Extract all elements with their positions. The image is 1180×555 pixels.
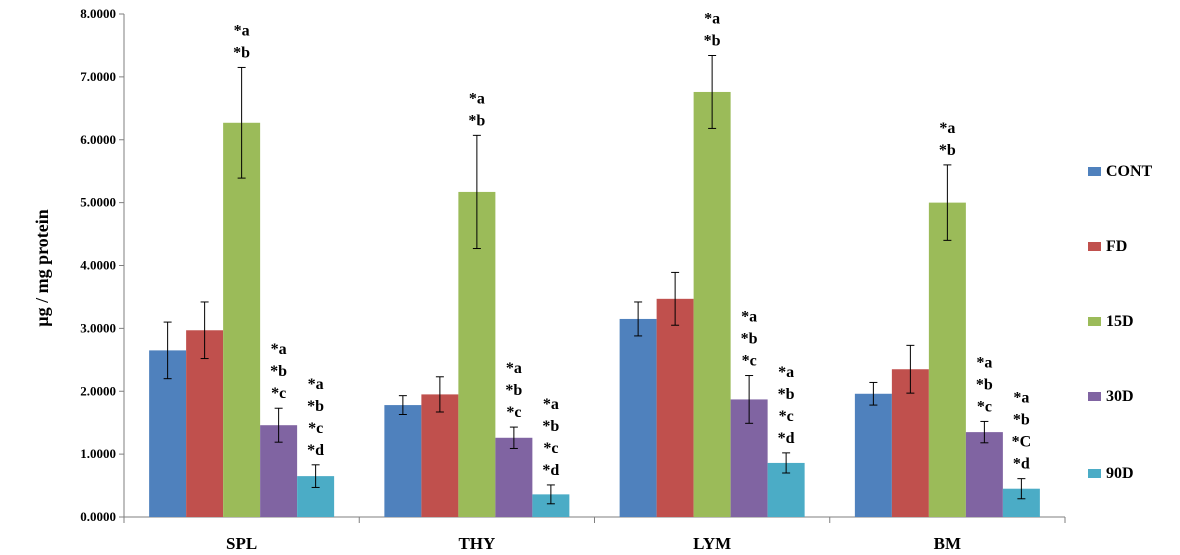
bar <box>186 330 224 517</box>
x-category-label: BM <box>934 534 961 553</box>
y-tick-label: 0.0000 <box>80 509 116 524</box>
x-category-label: LYM <box>693 534 731 553</box>
significance-label: *b <box>778 386 795 403</box>
significance-label: *a <box>778 364 794 381</box>
bar <box>532 494 570 517</box>
significance-label: *b <box>741 331 758 348</box>
y-tick-label: 4.0000 <box>80 258 116 273</box>
bar <box>619 318 657 517</box>
legend-swatch <box>1088 317 1101 326</box>
bar <box>223 122 261 518</box>
significance-label: *b <box>468 112 485 129</box>
legend-label: CONT <box>1106 163 1153 180</box>
significance-label: *c <box>742 353 757 370</box>
significance-label: *b <box>307 398 324 415</box>
legend-label: 15D <box>1106 313 1134 330</box>
legend-swatch <box>1088 469 1101 478</box>
bar <box>928 202 966 517</box>
bar <box>965 432 1003 517</box>
legend-label: 30D <box>1106 388 1134 405</box>
significance-label: *a <box>741 309 757 326</box>
significance-label: *c <box>506 404 521 421</box>
bar <box>693 91 731 517</box>
significance-label: *b <box>976 376 993 393</box>
legend-label: FD <box>1106 238 1127 255</box>
y-tick-label: 2.0000 <box>80 383 116 398</box>
x-category-label: SPL <box>226 534 257 553</box>
legend-label: 90D <box>1106 465 1134 482</box>
significance-label: *b <box>270 363 287 380</box>
significance-label: *d <box>307 442 324 459</box>
y-axis-label: µg / mg protein <box>32 209 52 327</box>
y-tick-label: 3.0000 <box>80 320 116 335</box>
significance-label: *c <box>977 398 992 415</box>
y-tick-label: 7.0000 <box>80 69 116 84</box>
significance-label: *c <box>543 440 558 457</box>
bar <box>495 437 533 517</box>
significance-label: *d <box>542 462 559 479</box>
significance-label: *c <box>779 408 794 425</box>
y-tick-label: 6.0000 <box>80 132 116 147</box>
significance-label: *a <box>1013 390 1029 407</box>
x-category-label: THY <box>458 534 495 553</box>
chart-bars <box>149 54 1040 518</box>
significance-label: *b <box>939 142 956 159</box>
significance-label: *C <box>1012 434 1032 451</box>
bar <box>854 393 892 517</box>
significance-label: *b <box>704 32 721 49</box>
significance-label: *a <box>469 90 485 107</box>
significance-label: *c <box>271 385 286 402</box>
y-tick-label: 5.0000 <box>80 195 116 210</box>
significance-label: *c <box>308 420 323 437</box>
significance-label: *d <box>778 430 795 447</box>
y-tick-label: 1.0000 <box>80 446 116 461</box>
significance-label: *a <box>939 120 955 137</box>
significance-label: *b <box>1013 412 1030 429</box>
significance-label: *a <box>704 10 720 27</box>
significance-label: *a <box>271 341 287 358</box>
significance-label: *a <box>976 354 992 371</box>
significance-label: *a <box>506 360 522 377</box>
significance-label: *a <box>234 22 250 39</box>
bar <box>656 298 694 517</box>
significance-label: *a <box>543 396 559 413</box>
significance-label: *b <box>505 382 522 399</box>
significance-label: *a <box>308 376 324 393</box>
y-tick-label: 8.0000 <box>80 6 116 21</box>
legend-swatch <box>1088 242 1101 251</box>
significance-label: *b <box>542 418 559 435</box>
legend-swatch <box>1088 167 1101 176</box>
bar <box>384 405 422 517</box>
bar <box>421 394 459 517</box>
significance-label: *d <box>1013 456 1030 473</box>
bar <box>891 369 929 517</box>
legend-swatch <box>1088 392 1101 401</box>
significance-label: *b <box>233 44 250 61</box>
chart-annotations: *a *b *a *b *c *a *b *c *d *a *b *a *b *c *a *b *c *d *a *b… <box>233 10 1031 478</box>
chart-legend: CONT FD 15D 30D 90D <box>1088 163 1153 482</box>
